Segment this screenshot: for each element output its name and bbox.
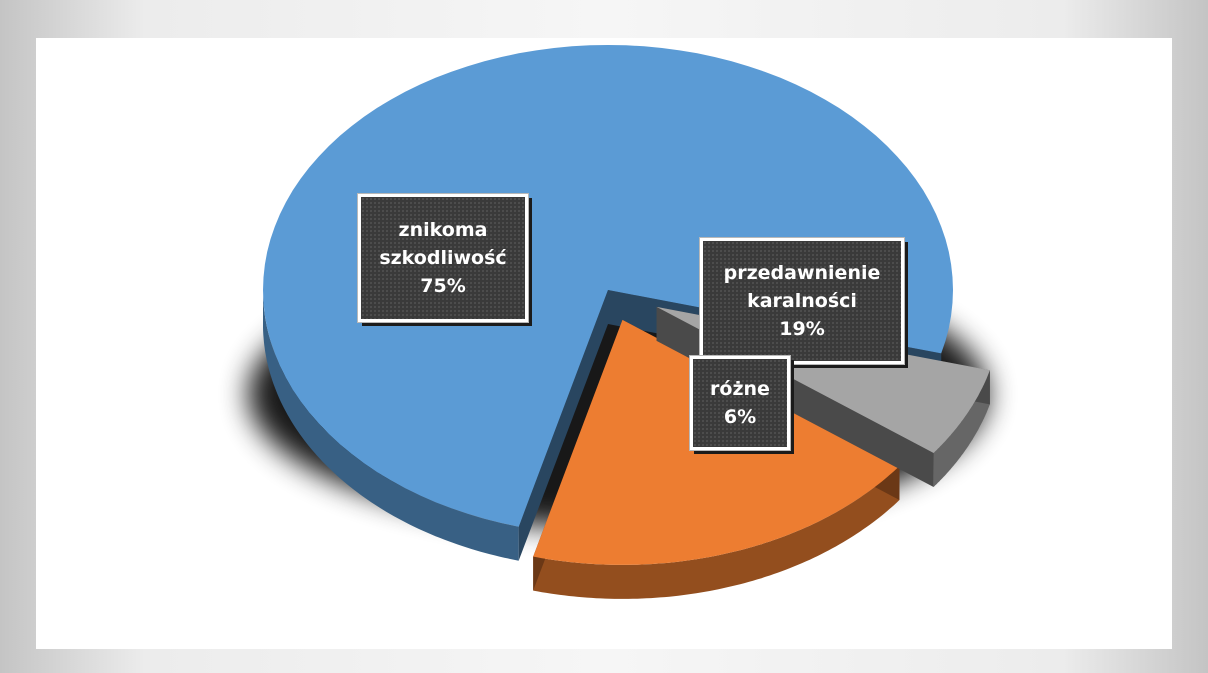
data-label-value: 75% <box>420 275 466 297</box>
pie-slice-top <box>263 45 953 527</box>
data-label-value: 6% <box>723 406 757 428</box>
data-label-line: szkodliwość <box>379 247 507 269</box>
data-label-line: różne <box>710 378 770 400</box>
data-label-line: karalności <box>747 290 857 312</box>
data-label-rozne: różne 6% <box>689 355 791 451</box>
pie-slice-side <box>533 466 900 599</box>
pie-slice-side <box>263 290 519 561</box>
data-label-line: znikoma <box>398 219 488 241</box>
pie-slice-cut <box>518 290 608 561</box>
data-label-przedawnienie-karalnosci: przedawnienie karalności 19% <box>699 237 905 365</box>
data-label-value: 19% <box>779 318 825 340</box>
data-label-znikoma-szkodliwosc: znikoma szkodliwość 75% <box>357 193 529 323</box>
data-label-line: przedawnienie <box>723 262 881 284</box>
pie-slice-side <box>933 370 990 487</box>
